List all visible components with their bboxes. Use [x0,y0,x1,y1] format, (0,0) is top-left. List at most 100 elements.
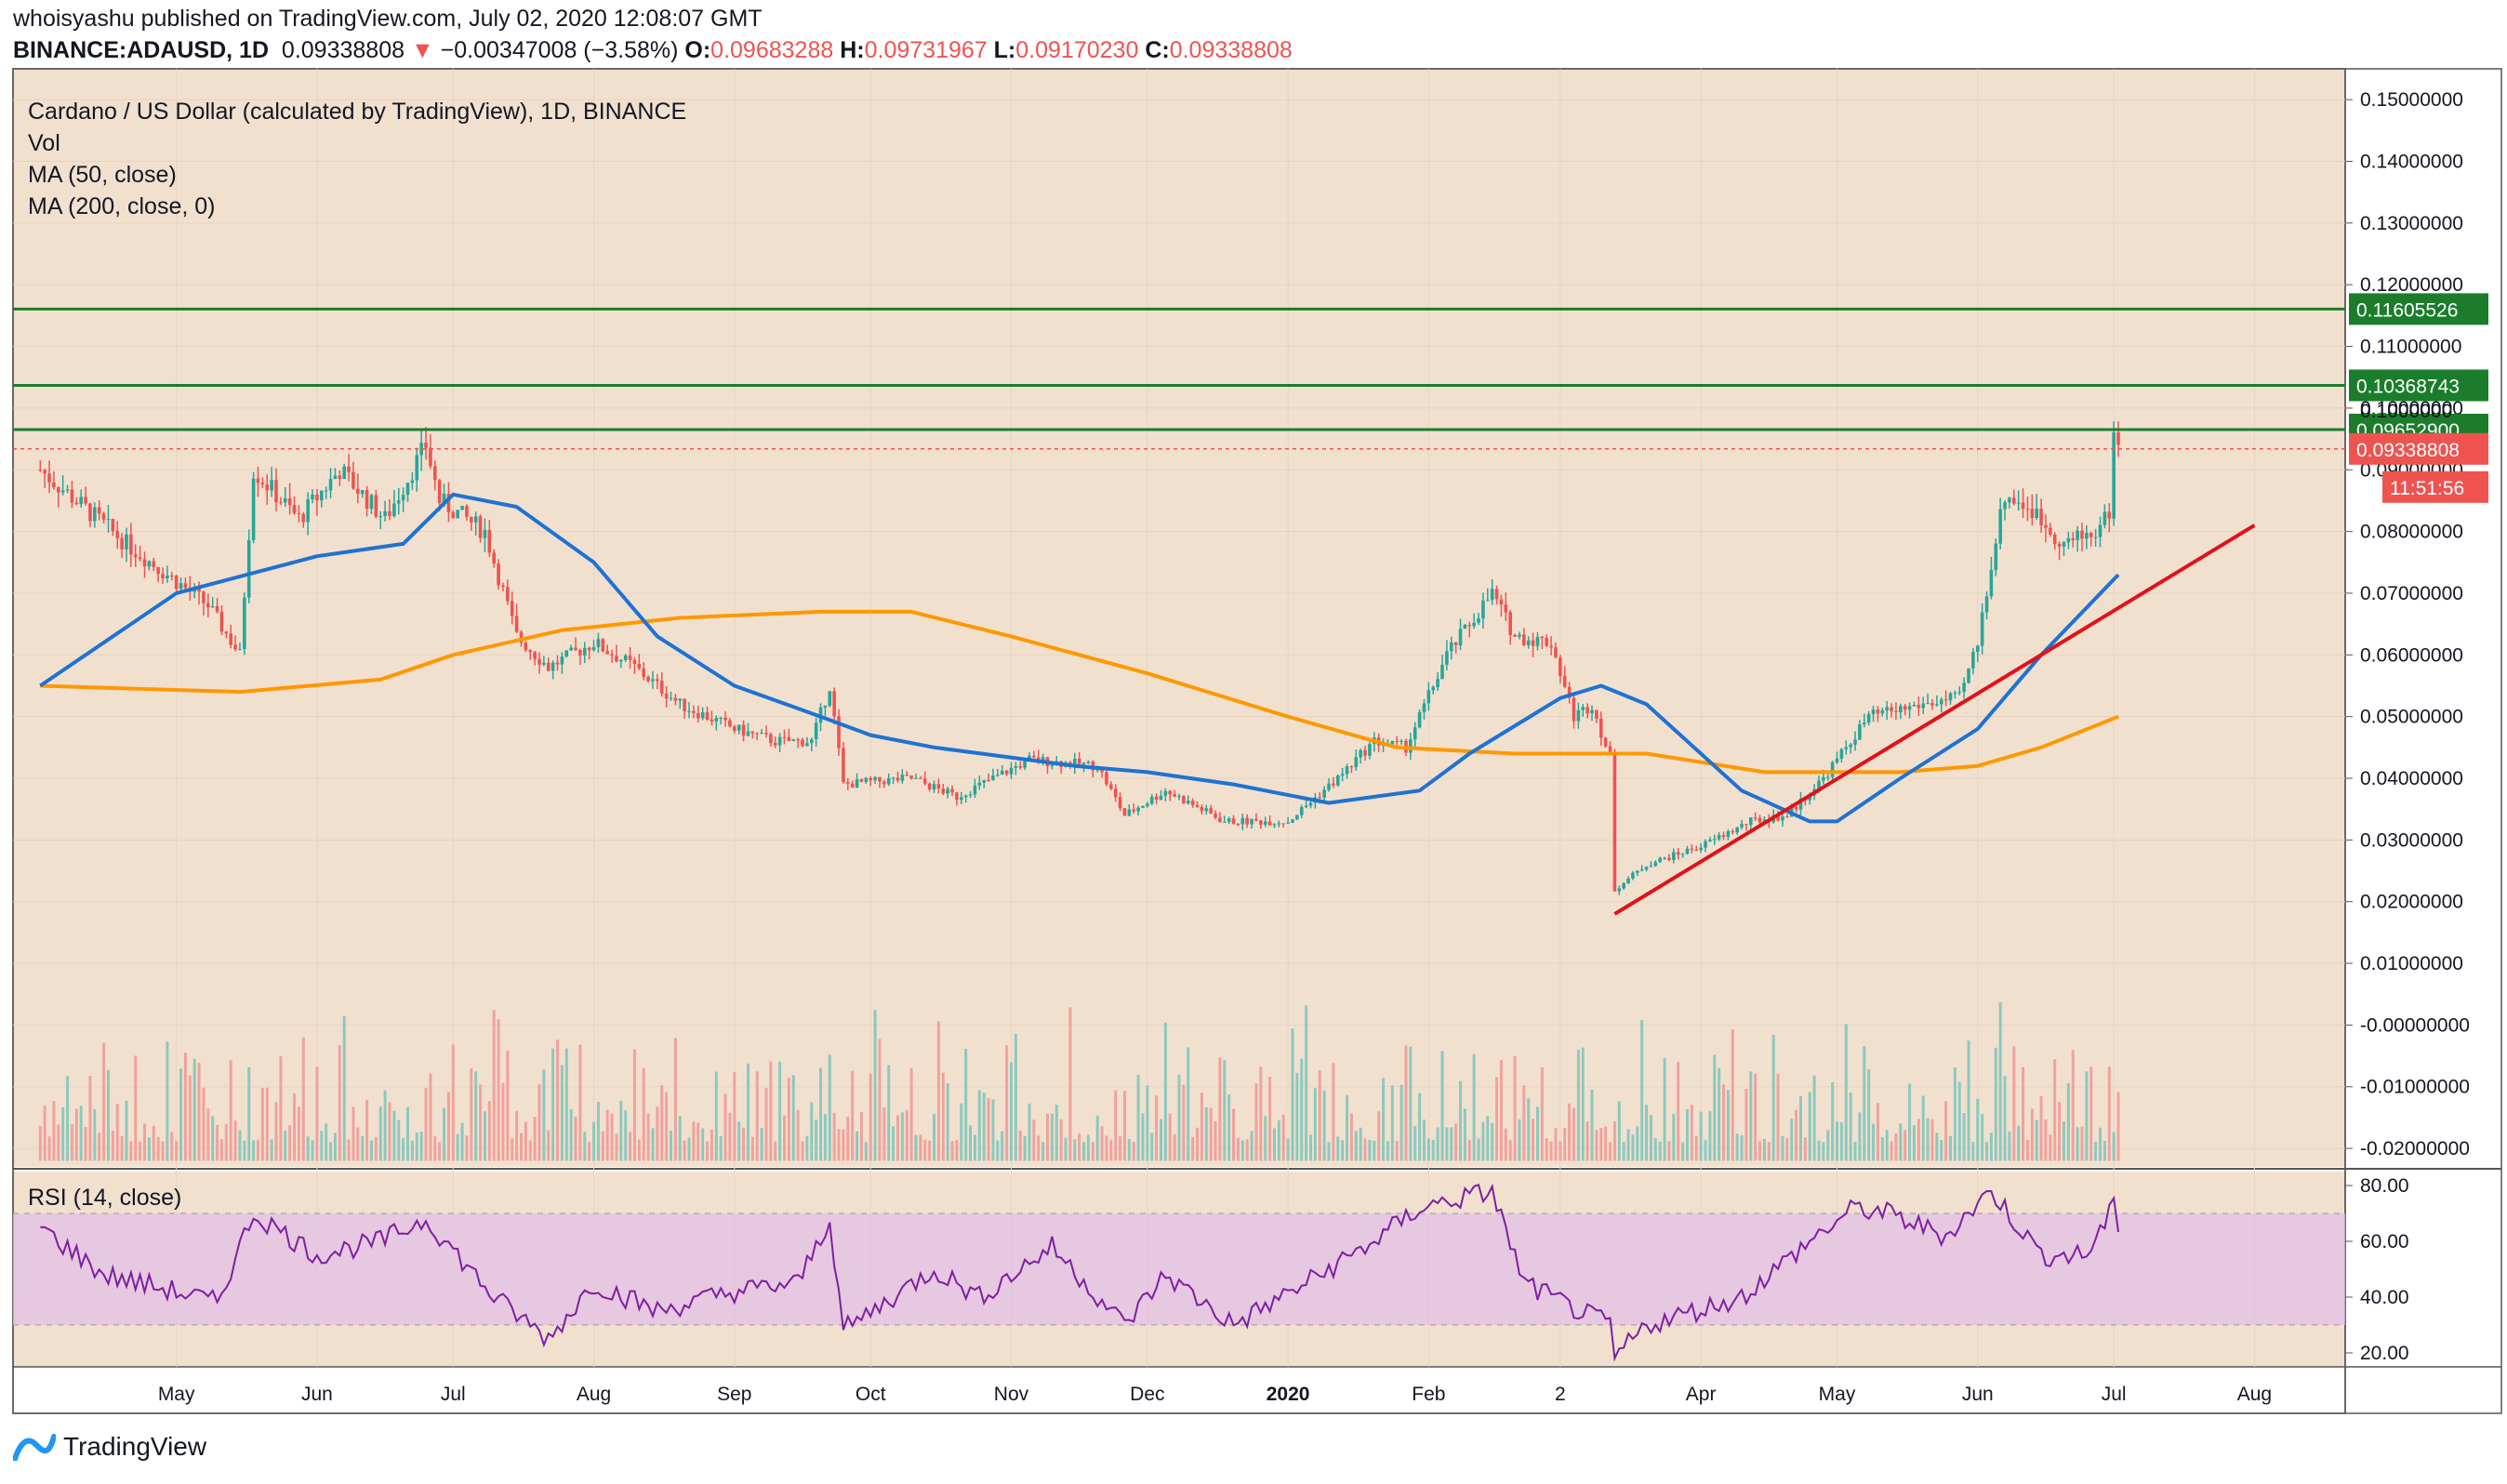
candle-body [955,792,959,801]
change-value: −0.00347008 (−3.58%) [440,37,679,63]
candle-body [1436,679,1439,687]
volume-bar [1731,1028,1734,1161]
candle-body [669,697,673,699]
last-price-label: 0.09338808 [2356,440,2460,461]
candle-body [714,718,719,722]
candle-body [1009,767,1014,775]
candle-body [855,779,859,788]
time-tick-label: Oct [856,1384,886,1405]
volume-bar [1890,1141,1893,1161]
candle-body [2021,502,2025,510]
candle-body [1032,755,1036,758]
candle-body [2008,497,2011,503]
candle-body [1518,634,1521,637]
volume-bar [1885,1130,1889,1161]
volume-bar [1872,1123,1876,1161]
candle-body [864,777,869,782]
volume-bar [293,1093,297,1161]
volume-bar [1095,1115,1099,1161]
volume-bar [1795,1109,1798,1161]
volume-bar [769,1061,773,1161]
candle-body [719,717,723,719]
volume-bar [61,1106,65,1161]
candle-body [801,739,804,747]
candle-body [764,733,768,735]
candle-body [1395,740,1399,742]
candle-body [1975,645,1980,653]
candle-body [365,490,369,510]
volume-bar [1595,1130,1598,1161]
volume-bar [960,1103,963,1161]
volume-bar [1749,1071,1753,1161]
volume-bar [88,1076,92,1161]
volume-bar [683,1140,686,1161]
candle-body [610,654,614,656]
candle-body [777,736,782,746]
volume-bar [1028,1103,1031,1161]
candle-body [1299,807,1304,815]
candle-body [129,534,133,555]
candle-body [2035,509,2039,518]
candle-body [950,788,954,793]
volume-bar [537,1083,541,1161]
candle-body [2080,530,2084,539]
candle-body [524,643,528,651]
candle-body [823,705,828,708]
volume-bar [1318,1070,1321,1161]
candle-body [1340,774,1345,776]
volume-bar [139,1141,142,1161]
volume-bar [2062,1121,2065,1161]
candle-body [1776,815,1780,821]
volume-bar [183,1052,187,1161]
candle-body [1926,703,1930,705]
volume-bar [1023,1135,1027,1161]
candle-body [392,503,396,516]
volume-bar [624,1110,628,1161]
candle-body [347,466,351,472]
candle-body [1971,652,1975,669]
candle-body [1585,707,1589,714]
candle-body [1445,651,1449,665]
volume-bar [842,1129,845,1161]
candle-body [315,494,319,501]
candle-body [1494,589,1499,600]
legend-ma50: MA (50, close) [28,162,177,188]
candle-body [1485,600,1490,602]
candle-body [419,443,423,456]
price-tick-label: 0.11000000 [2360,337,2461,358]
volume-bar [551,1048,555,1161]
candle-body [583,647,587,656]
candle-body [1935,704,1939,706]
candle-body [456,510,459,519]
candle-body [859,779,864,782]
candle-body [219,611,224,632]
volume-bar [211,1116,215,1161]
brand-name: TradingView [63,1432,207,1461]
candle-body [415,455,419,481]
candle-body [1154,796,1159,800]
volume-bar [170,1132,174,1161]
candle-body [2085,533,2089,539]
candle-body [43,470,46,474]
candle-body [410,480,415,484]
volume-bar [1626,1129,1630,1161]
price-tick-label: 0.05000000 [2360,707,2463,728]
candle-body [210,606,215,608]
candle-body [215,606,219,612]
volume-bar [179,1068,183,1161]
volume-bar [311,1140,314,1161]
candle-body [1704,841,1707,848]
candle-body [1957,692,1962,694]
volume-bar [175,1140,179,1161]
volume-bar [819,1067,823,1161]
volume-bar [1159,1119,1162,1161]
candle-body [451,511,456,519]
volume-bar [1926,1118,1930,1161]
tradingview-brand[interactable]: TradingView [13,1432,206,1462]
volume-bar [1831,1081,1835,1161]
volume-bar [1908,1083,1912,1161]
volume-bar [687,1137,691,1161]
volume-bar [1150,1133,1154,1161]
volume-bar [1867,1069,1871,1161]
